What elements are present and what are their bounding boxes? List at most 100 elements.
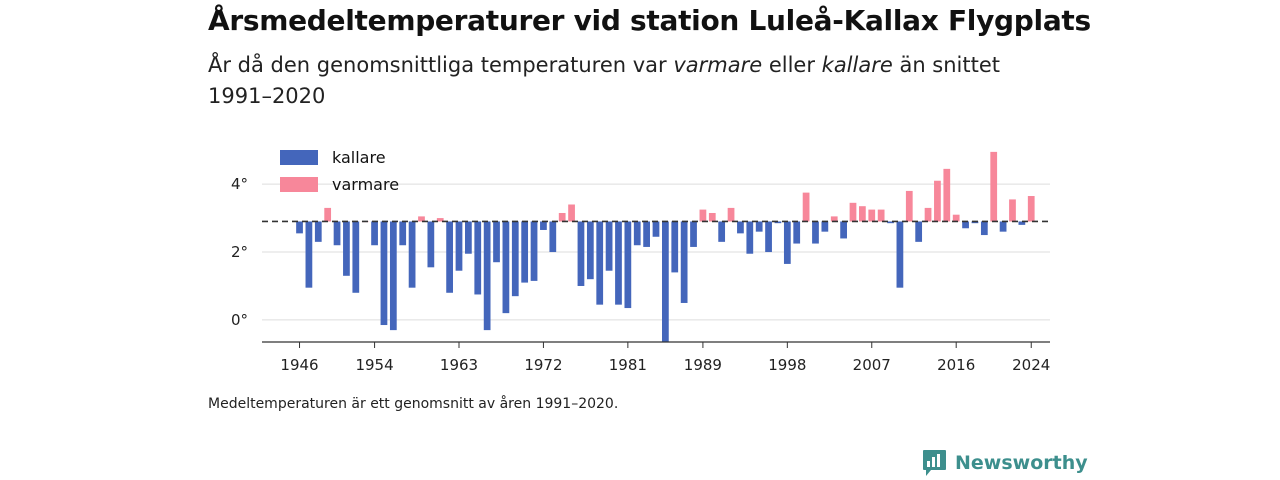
bar-1964-kallare <box>465 221 472 254</box>
bar-2019-kallare <box>980 221 988 236</box>
bar-1947-kallare <box>305 221 313 288</box>
subtitle-text-pre: År då den genomsnittliga temperaturen va… <box>208 53 674 77</box>
bar-1956-kallare <box>389 221 397 331</box>
bar-1948-kallare <box>314 221 322 242</box>
bar-1982-kallare <box>633 221 641 246</box>
bar-1990-varmare <box>708 212 716 222</box>
subtitle-text-post: än snittet 1991–2020 <box>208 53 1001 108</box>
bar-1965-kallare <box>474 221 482 295</box>
bar-1988-kallare <box>690 221 697 247</box>
bar-1950-kallare <box>333 221 341 246</box>
bar-1984-kallare <box>652 221 660 237</box>
x-tick-label: 1981 <box>609 356 647 374</box>
bar-2013-varmare <box>924 207 932 222</box>
bar-2008-varmare <box>877 209 885 222</box>
bar-2014-varmare <box>934 180 941 222</box>
bar-2003-varmare <box>830 216 838 222</box>
bar-2007-varmare <box>868 209 876 222</box>
x-tick-label: 1972 <box>524 356 562 374</box>
legend-label-kallare: kallare <box>332 148 386 167</box>
x-tick-label: 2016 <box>937 356 975 374</box>
bar-2012-kallare <box>915 221 923 242</box>
bar-1967-kallare <box>493 221 500 263</box>
bar-1978-kallare <box>596 221 604 305</box>
bar-2009-kallare <box>887 221 894 224</box>
bar-1995-kallare <box>755 221 763 232</box>
bar-1975-varmare <box>568 204 575 222</box>
bar-1986-kallare <box>671 221 679 273</box>
bar-1969-kallare <box>511 221 519 297</box>
bar-2024-varmare <box>1027 196 1035 222</box>
bar-1961-varmare <box>436 218 444 222</box>
bar-1968-kallare <box>502 221 510 314</box>
bar-1983-kallare <box>643 221 650 247</box>
x-tick-label: 1963 <box>440 356 478 374</box>
bar-1946-kallare <box>296 221 303 234</box>
bar-1999-kallare <box>793 221 801 244</box>
bar-2006-varmare <box>859 206 866 222</box>
bar-1971-kallare <box>530 221 538 281</box>
bar-2001-kallare <box>812 221 819 244</box>
bar-1998-kallare <box>783 221 791 264</box>
bar-1952-kallare <box>352 221 360 293</box>
footnote: Medeltemperaturen är ett genomsnitt av å… <box>208 396 619 412</box>
bar-2021-kallare <box>999 221 1007 232</box>
x-tick-label: 2024 <box>1012 356 1050 374</box>
bar-1977-kallare <box>586 221 594 280</box>
bar-1976-kallare <box>577 221 585 286</box>
bar-1966-kallare <box>483 221 491 331</box>
bar-1974-varmare <box>558 212 566 222</box>
bar-1960-kallare <box>427 221 435 268</box>
bar-1992-varmare <box>727 207 735 222</box>
bar-2005-varmare <box>849 202 857 222</box>
legend-swatch-kallare <box>280 150 318 165</box>
y-tick-label: 4° <box>231 175 248 193</box>
bar-2020-varmare <box>990 151 998 222</box>
x-tick-label: 1998 <box>768 356 806 374</box>
bar-1994-kallare <box>746 221 754 254</box>
bar-1985-kallare <box>662 221 669 342</box>
bar-1963-kallare <box>455 221 463 271</box>
bar-1959-varmare <box>418 216 425 222</box>
bar-1989-varmare <box>699 209 707 222</box>
y-tick-label: 0° <box>231 311 248 329</box>
bar-1972-kallare <box>540 221 547 230</box>
bar-1993-kallare <box>737 221 744 234</box>
x-tick-label: 2007 <box>853 356 891 374</box>
bar-2002-kallare <box>821 221 829 232</box>
bar-1991-kallare <box>718 221 726 242</box>
bar-1973-kallare <box>549 221 557 253</box>
bar-2018-kallare <box>971 221 979 224</box>
newsworthy-logo-icon <box>923 450 946 476</box>
bar-1981-kallare <box>624 221 632 309</box>
chart-subtitle: År då den genomsnittliga temperaturen va… <box>208 50 1028 112</box>
bar-1954-kallare <box>371 221 378 246</box>
bar-1962-kallare <box>446 221 453 293</box>
subtitle-text-mid: eller <box>762 53 822 77</box>
bar-2022-varmare <box>1009 199 1016 222</box>
bar-1987-kallare <box>680 221 688 303</box>
newsworthy-logo-text: Newsworthy <box>955 452 1088 474</box>
bar-2015-varmare <box>943 168 951 222</box>
bar-2004-kallare <box>840 221 847 239</box>
legend: kallare varmare <box>280 148 399 194</box>
bar-1955-kallare <box>380 221 388 326</box>
bar-2000-varmare <box>802 192 810 222</box>
x-tick-label: 1946 <box>280 356 318 374</box>
bar-2010-kallare <box>896 221 904 288</box>
bar-2016-varmare <box>952 214 960 222</box>
grid-lines <box>262 183 1050 321</box>
bar-1958-kallare <box>408 221 416 288</box>
legend-swatch-varmare <box>280 177 318 192</box>
chart-title: Årsmedeltemperaturer vid station Luleå-K… <box>208 4 1091 37</box>
subtitle-emphasis-warmer: varmare <box>673 53 763 77</box>
newsworthy-logo[interactable]: Newsworthy <box>922 449 1088 477</box>
axes: 0° 2° 4° 1946 1954 1963 1972 1981 1989 1998 2007 20… <box>231 175 1050 374</box>
bars <box>296 151 1035 342</box>
bar-1951-kallare <box>343 221 350 276</box>
bar-1949-varmare <box>324 207 332 222</box>
x-tick-label: 1989 <box>684 356 722 374</box>
bar-1979-kallare <box>605 221 613 271</box>
bar-2023-kallare <box>1018 221 1026 225</box>
